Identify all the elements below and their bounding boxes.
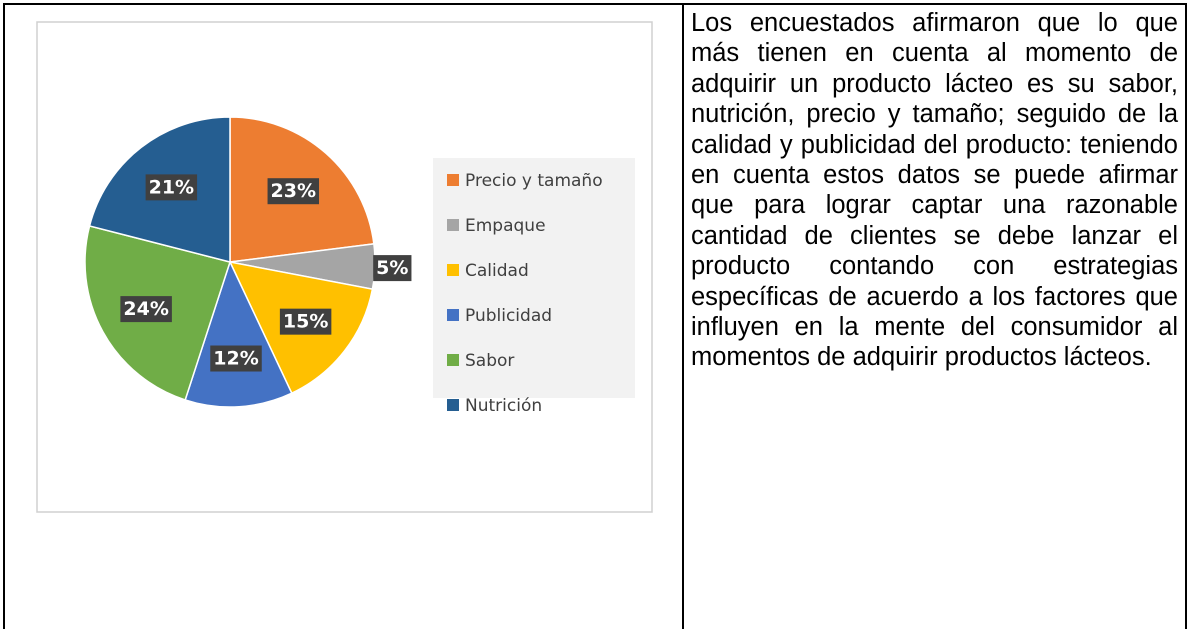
chart: 23% 5% 15% 12% 24% 21% Precio y tamaño Empaque C…: [36, 21, 653, 513]
legend-swatch: [447, 309, 459, 321]
data-label: 23%: [271, 180, 316, 202]
legend-swatch: [447, 264, 459, 276]
data-label-box: [373, 255, 412, 282]
data-label-box: [120, 296, 172, 323]
legend-label: Calidad: [465, 261, 529, 281]
data-label-box: [210, 345, 262, 372]
paragraph: Los encuestados afirmaron que lo que más…: [691, 9, 1178, 372]
legend-box: [433, 158, 635, 398]
data-label: 12%: [213, 348, 258, 370]
data-label: 24%: [123, 298, 168, 320]
data-label: 5%: [376, 257, 408, 279]
legend-label: Sabor: [465, 351, 514, 371]
column-divider: [682, 3, 684, 629]
data-label: 15%: [283, 311, 328, 333]
data-label: 21%: [149, 176, 194, 198]
legend-label: Nutrición: [465, 396, 542, 416]
data-label-box: [145, 174, 198, 201]
legend-swatch: [447, 354, 459, 366]
data-label-box: [279, 308, 332, 335]
legend-label: Precio y tamaño: [465, 171, 603, 191]
legend-label: Publicidad: [465, 306, 552, 326]
legend-swatch: [447, 399, 459, 411]
legend-swatch: [447, 174, 459, 186]
table-border: [3, 3, 1187, 629]
data-label-box: [267, 178, 320, 205]
legend-swatch: [447, 219, 459, 231]
legend-label: Empaque: [465, 216, 546, 236]
